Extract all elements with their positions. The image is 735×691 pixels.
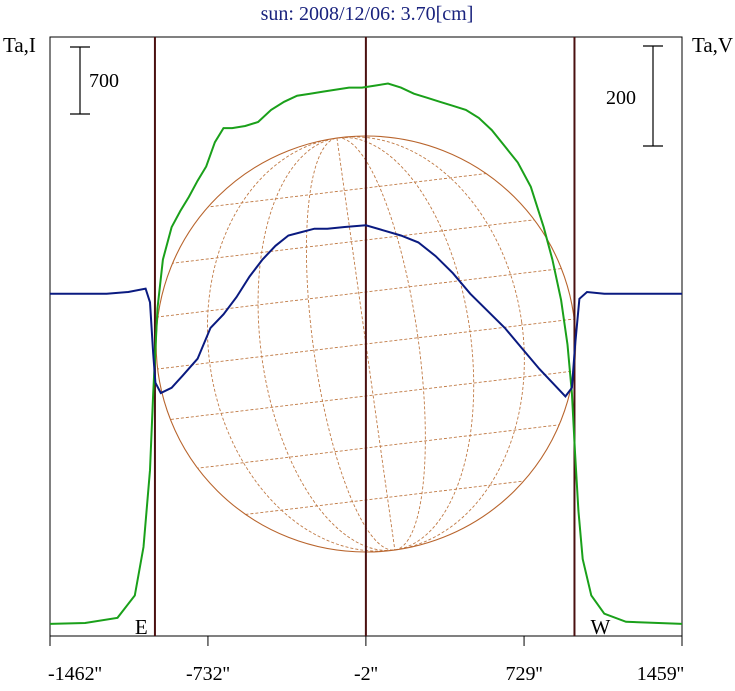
- x-tick-label: -1462'': [48, 663, 102, 685]
- longitude-line: [206, 136, 525, 552]
- scale-left-label: 700: [89, 70, 119, 92]
- y-label-right: Ta,V: [692, 33, 733, 57]
- y-label-left: Ta,I: [3, 33, 36, 57]
- x-axis: -1462'' -732'' -2'' 729'' 1459'': [48, 636, 684, 685]
- limb-marker-label: W: [590, 615, 610, 639]
- x-tick-label: 729'': [505, 663, 542, 685]
- scale-right-label: 200: [606, 87, 636, 109]
- series-group: [49, 82, 683, 625]
- x-tick-label: -2'': [354, 663, 378, 685]
- scale-bar-right: 200: [606, 45, 663, 147]
- series-line-polarization: [50, 224, 682, 398]
- x-tick-label: -732'': [186, 663, 230, 685]
- chart-title: sun: 2008/12/06: 3.70[cm]: [261, 3, 474, 25]
- x-tick-label: 1459'': [637, 663, 684, 685]
- limb-marker-label: E: [135, 615, 148, 639]
- series-line-intensity: [49, 82, 683, 625]
- longitude-line: [305, 137, 426, 551]
- scale-bar-left: 700: [70, 46, 119, 115]
